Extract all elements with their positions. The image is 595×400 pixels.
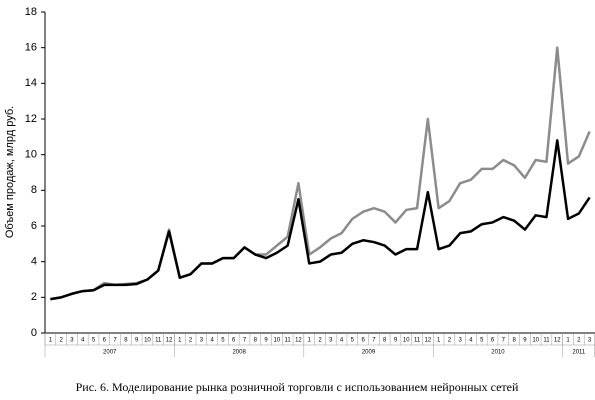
x-tick-label: 10 (403, 338, 410, 344)
y-tick-label: 6 (31, 220, 37, 232)
x-tick-label: 5 (351, 338, 355, 344)
x-tick-label: 12 (166, 338, 173, 344)
x-tick-label: 8 (124, 338, 128, 344)
x-tick-label: 9 (135, 338, 139, 344)
y-tick-label: 14 (25, 77, 37, 89)
x-tick-label: 11 (414, 338, 421, 344)
x-tick-label: 7 (502, 338, 506, 344)
x-tick-label: 12 (295, 338, 302, 344)
y-tick-label: 18 (25, 6, 37, 18)
x-tick-label: 6 (232, 338, 236, 344)
x-tick-label: 2 (60, 338, 64, 344)
x-tick-label: 7 (372, 338, 376, 344)
y-tick-label: 12 (25, 113, 37, 125)
x-tick-label: 10 (144, 338, 151, 344)
x-tick-label: 8 (512, 338, 516, 344)
x-tick-label: 1 (178, 338, 182, 344)
x-tick-label: 6 (491, 338, 495, 344)
x-tick-label: 4 (340, 338, 344, 344)
x-tick-label: 6 (361, 338, 365, 344)
x-tick-label: 9 (264, 338, 268, 344)
x-tick-label: 4 (210, 338, 214, 344)
year-label: 2008 (232, 350, 246, 356)
y-tick-label: 0 (31, 327, 37, 339)
x-tick-label: 3 (200, 338, 204, 344)
x-tick-label: 9 (523, 338, 527, 344)
x-tick-label: 10 (532, 338, 539, 344)
x-tick-label: 6 (103, 338, 107, 344)
x-tick-label: 2 (448, 338, 452, 344)
x-tick-label: 11 (543, 338, 550, 344)
x-tick-label: 12 (554, 338, 561, 344)
year-label: 2011 (572, 350, 586, 356)
x-tick-label: 3 (329, 338, 333, 344)
y-tick-label: 10 (25, 149, 37, 161)
x-tick-label: 10 (274, 338, 281, 344)
y-tick-label: 16 (25, 42, 37, 54)
y-tick-label: 4 (31, 256, 37, 268)
x-tick-label: 4 (81, 338, 85, 344)
x-tick-label: 3 (70, 338, 74, 344)
y-tick-label: 8 (31, 184, 37, 196)
series-line (50, 139, 591, 301)
y-axis-label: Объем продаж, млрд руб. (4, 106, 16, 238)
x-tick-label: 5 (92, 338, 96, 344)
x-tick-label: 8 (254, 338, 258, 344)
x-tick-label: 1 (566, 338, 570, 344)
year-label: 2007 (103, 350, 117, 356)
x-tick-label: 12 (424, 338, 431, 344)
x-tick-label: 7 (113, 338, 117, 344)
y-tick-label: 2 (31, 291, 37, 303)
x-tick-label: 1 (49, 338, 53, 344)
x-tick-label: 8 (383, 338, 387, 344)
x-tick-label: 3 (459, 338, 463, 344)
x-tick-label: 11 (285, 338, 292, 344)
x-tick-label: 1 (308, 338, 312, 344)
x-tick-label: 9 (394, 338, 398, 344)
x-tick-label: 2 (189, 338, 193, 344)
x-tick-label: 2 (318, 338, 322, 344)
year-label: 2009 (362, 350, 376, 356)
x-tick-label: 7 (243, 338, 247, 344)
x-tick-label: 3 (588, 338, 592, 344)
caption: Рис. 6. Моделирование рынка розничной то… (76, 380, 519, 394)
x-tick-label: 2 (577, 338, 581, 344)
x-tick-label: 1 (437, 338, 441, 344)
x-tick-label: 5 (221, 338, 225, 344)
x-tick-label: 11 (155, 338, 162, 344)
year-label: 2010 (491, 350, 505, 356)
x-tick-label: 5 (480, 338, 484, 344)
x-tick-label: 4 (469, 338, 473, 344)
